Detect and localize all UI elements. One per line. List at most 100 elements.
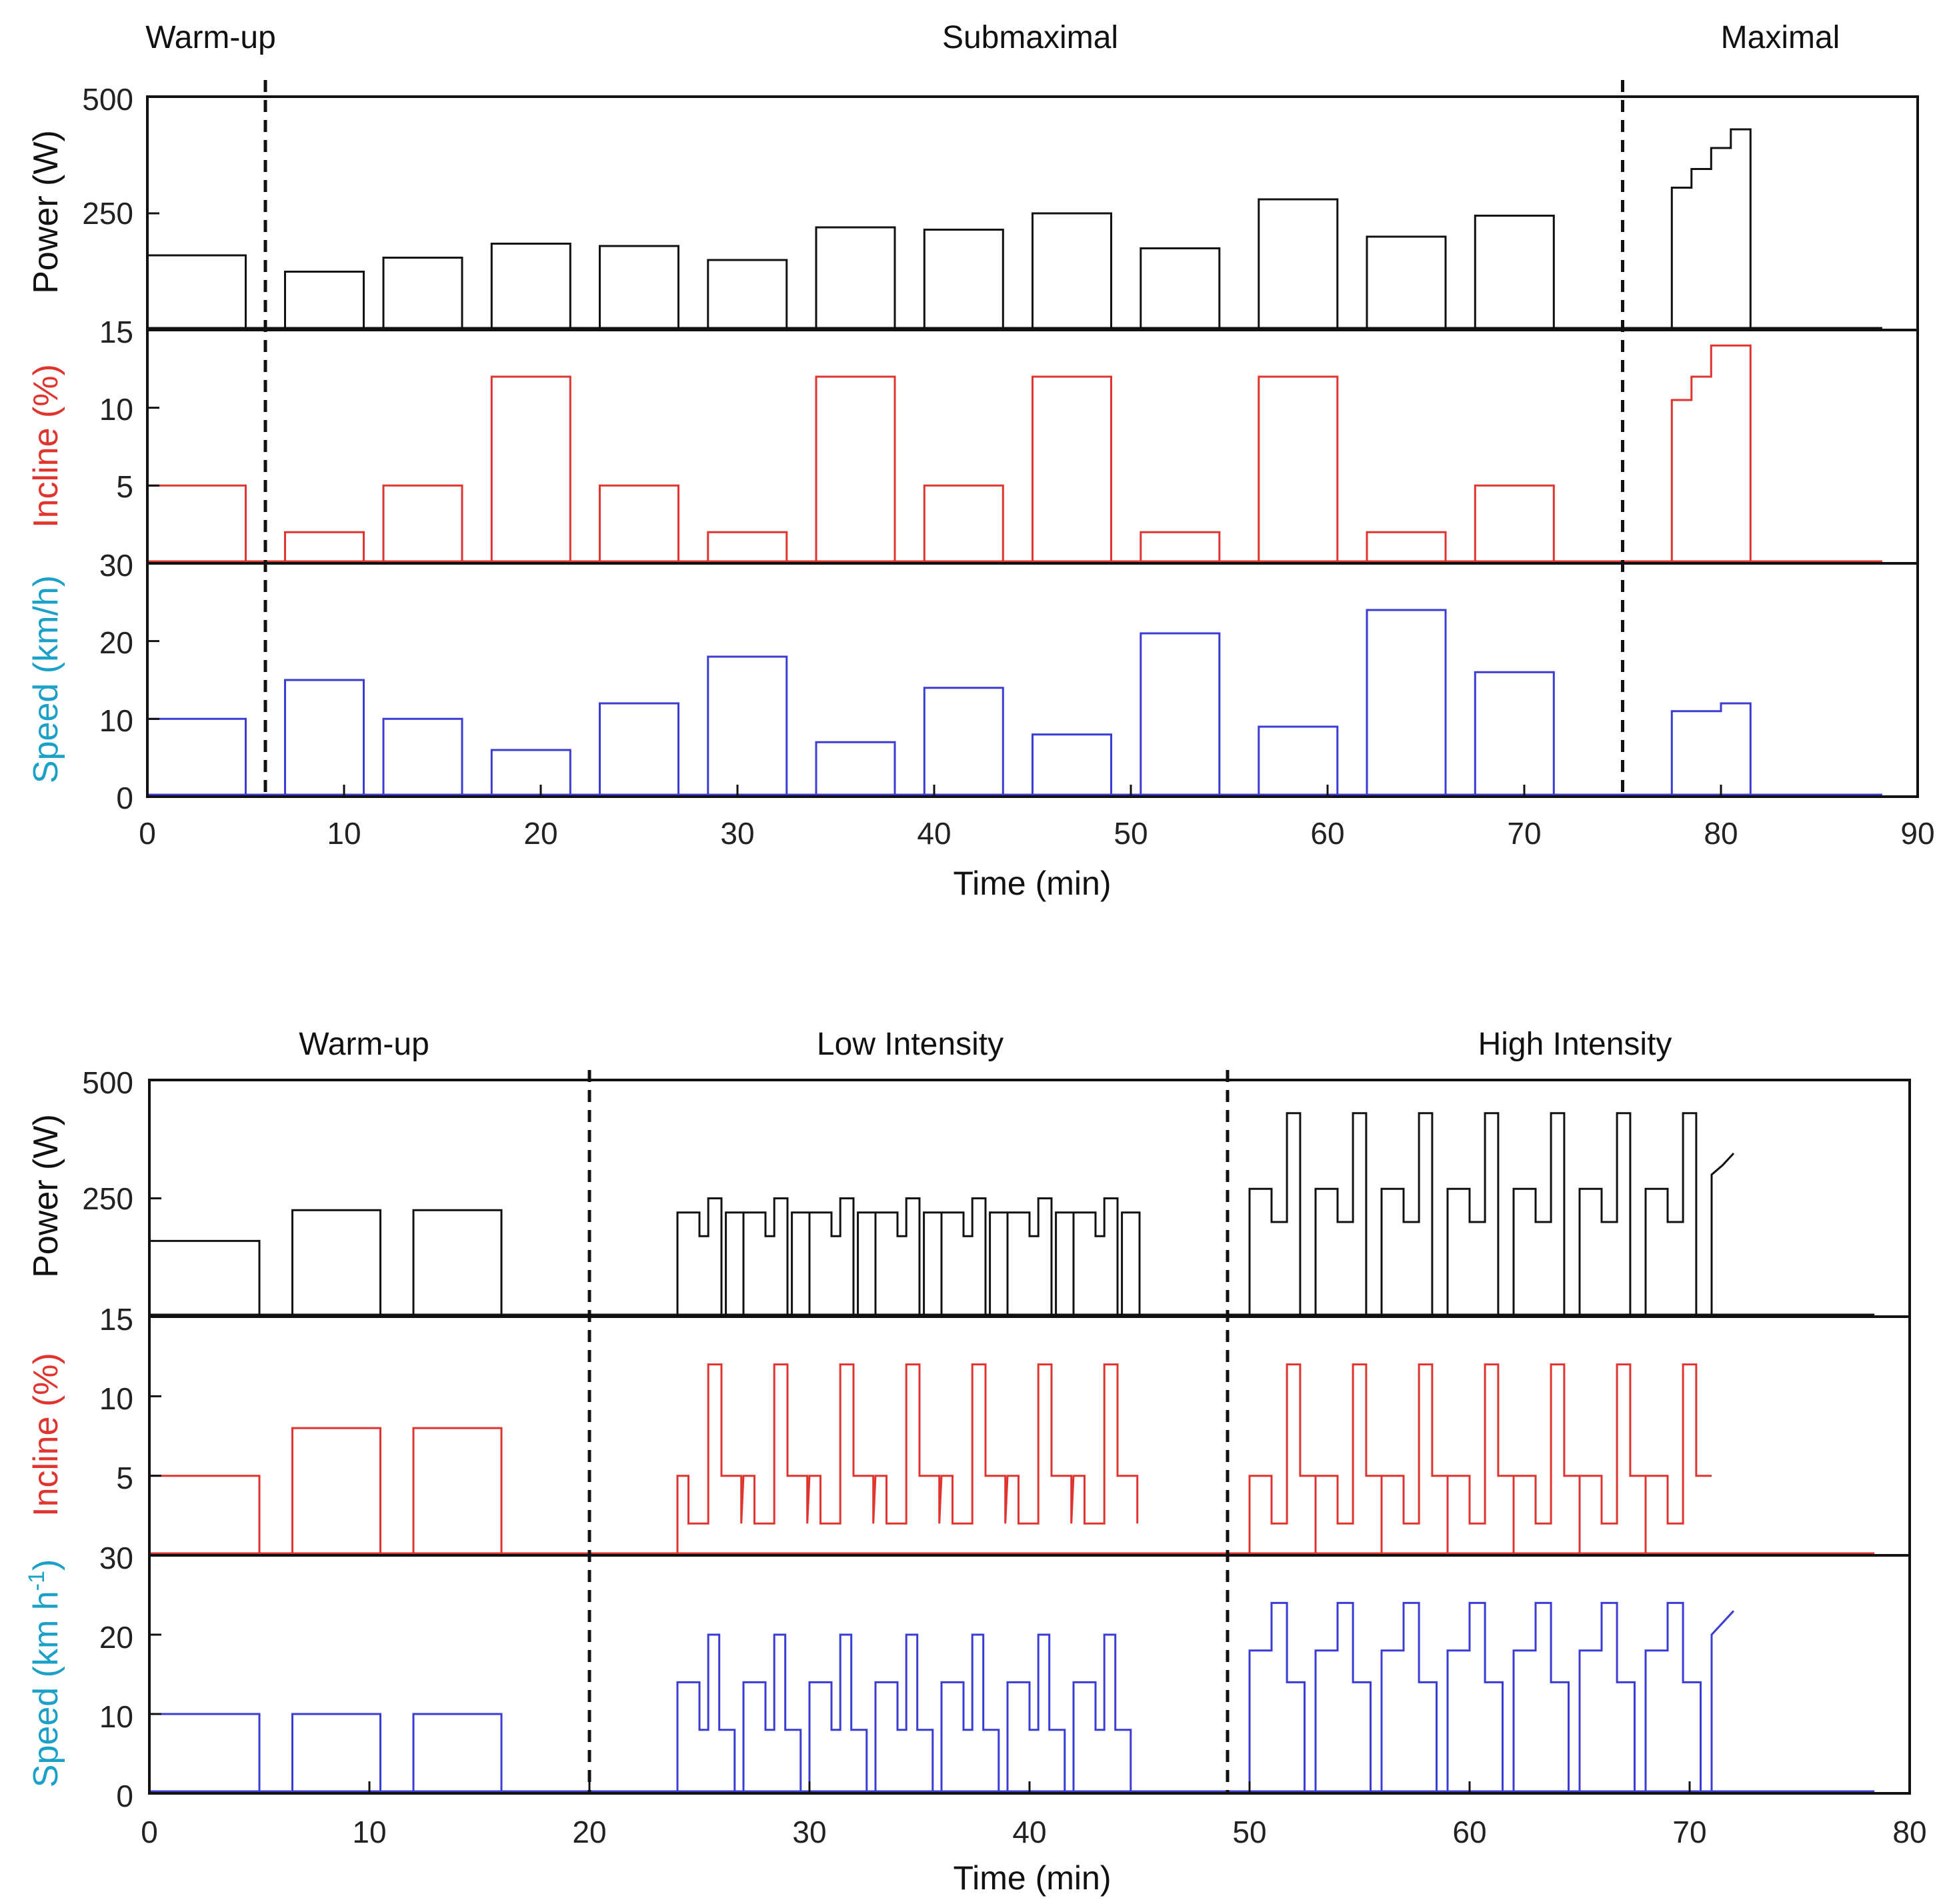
phase-label-high-intensity: High Intensity <box>1478 1027 1672 1062</box>
series-incline-seg-11 <box>1366 531 1447 563</box>
ytick-speed-0-1: 0 <box>116 781 133 815</box>
ytick-incline-15-1: 15 <box>99 315 133 349</box>
series-power-seg-9 <box>1140 247 1221 330</box>
ytick-power-500-2: 500 <box>82 1065 133 1100</box>
series-incline-seg-7 <box>923 484 1004 563</box>
series-speed-seg-7 <box>923 687 1004 797</box>
series-power-seg-2 <box>412 1209 503 1317</box>
series-speed-seg-2 <box>412 1713 503 1793</box>
series-incline-seg-13 <box>1670 344 1878 565</box>
ytick-incline-5-2: 5 <box>116 1461 133 1495</box>
xtick-0-2: 0 <box>141 1815 158 1849</box>
ytick-speed-30-1: 30 <box>99 548 133 583</box>
series-incline-seg-8 <box>1032 375 1112 563</box>
series-speed-seg-3 <box>490 749 571 797</box>
series-incline-seg-10 <box>1258 375 1339 563</box>
ylabel-speed-2-sup: -1 <box>24 1571 49 1591</box>
series-speed-seg-6 <box>815 741 896 797</box>
series-power-seg-1 <box>291 1209 381 1317</box>
series-power-seg-8 <box>1032 212 1112 330</box>
series-speed-seg-0 <box>146 717 247 797</box>
series-power-seg-10 <box>1258 198 1339 330</box>
xtick-10-1: 10 <box>327 816 361 851</box>
ylabel-speed-2: Speed (km h-1) <box>24 1559 65 1787</box>
ytick-speed-10-2: 10 <box>99 1699 133 1734</box>
chart-2-series <box>148 1112 1875 1795</box>
xtick-40-1: 40 <box>917 816 951 851</box>
ytick-incline-10-2: 10 <box>99 1381 133 1416</box>
xtick-30-1: 30 <box>720 816 754 851</box>
ylabel-power-2: Power (W) <box>27 1114 65 1278</box>
series-speed-seg-9 <box>1140 632 1221 797</box>
series-incline-seg-12 <box>1474 484 1555 563</box>
ytick-power-500-1: 500 <box>82 82 133 117</box>
ylabel-power-1: Power (W) <box>27 130 65 294</box>
series-power-seg-13 <box>1670 128 1752 330</box>
series-speed-seg-4 <box>1248 1601 1712 1795</box>
series-incline-seg-2 <box>382 484 463 563</box>
series-speed-seg-4 <box>599 702 679 797</box>
xtick-0-1: 0 <box>139 816 156 851</box>
ytick-speed-30-2: 30 <box>99 1541 133 1575</box>
series-incline-seg-3 <box>490 375 571 563</box>
series-speed-seg-11 <box>1366 609 1447 797</box>
ytick-speed-0-2: 0 <box>116 1779 133 1813</box>
xtick-20-1: 20 <box>523 816 557 851</box>
series-incline-seg-0 <box>146 484 247 563</box>
series-incline-seg-9 <box>1140 531 1221 563</box>
series-power-seg-5 <box>707 259 788 330</box>
ylabel-speed-2-main: Speed (km h <box>27 1591 65 1787</box>
xtick-60-1: 60 <box>1310 816 1344 851</box>
xtick-80-1: 80 <box>1704 816 1738 851</box>
series-incline-seg-3 <box>676 1363 1139 1555</box>
xtick-20-2: 20 <box>572 1815 606 1849</box>
series-power-seg-0 <box>148 1239 261 1317</box>
series-speed-seg-1 <box>284 679 365 797</box>
xtick-70-2: 70 <box>1672 1815 1706 1849</box>
ytick-incline-5-1: 5 <box>116 469 133 504</box>
series-power-seg-3 <box>676 1197 1141 1318</box>
ytick-incline-15-2: 15 <box>99 1302 133 1337</box>
xtick-30-2: 30 <box>792 1815 826 1849</box>
series-incline-seg-6 <box>815 375 896 563</box>
series-power-seg-1 <box>284 271 365 330</box>
phase-label-warmup-2: Warm-up <box>299 1027 429 1062</box>
ylabel-speed-1: Speed (km/h) <box>27 575 65 783</box>
series-incline-seg-4 <box>599 484 679 563</box>
xtick-70-1: 70 <box>1507 816 1541 851</box>
ytick-incline-10-1: 10 <box>99 392 133 427</box>
series-speed-seg-5 <box>707 655 788 797</box>
series-incline-seg-5 <box>707 531 788 563</box>
series-speed-seg-1 <box>291 1713 381 1793</box>
ytick-power-250-1: 250 <box>82 196 133 231</box>
xlabel-2: Time (min) <box>953 1859 1111 1897</box>
ytick-speed-20-2: 20 <box>99 1620 133 1655</box>
xtick-50-1: 50 <box>1114 816 1148 851</box>
series-speed-seg-2 <box>382 717 463 797</box>
ytick-speed-10-1: 10 <box>99 703 133 738</box>
ylabel-speed-2-end: ) <box>27 1559 65 1571</box>
xtick-80-2: 80 <box>1892 1815 1926 1849</box>
phase-label-maximal: Maximal <box>1721 20 1840 55</box>
series-incline-seg-1 <box>284 531 365 563</box>
ylabel-incline-1: Incline (%) <box>27 364 65 528</box>
xlabel-1: Time (min) <box>953 865 1111 902</box>
series-incline-seg-2 <box>412 1427 503 1555</box>
chart-2-axes <box>148 1070 1911 1795</box>
ylabel-incline-2: Incline (%) <box>27 1353 65 1517</box>
series-speed-seg-0 <box>148 1713 261 1793</box>
series-incline-seg-0 <box>148 1475 261 1555</box>
series-speed-seg-3 <box>676 1633 1132 1795</box>
panel-frame-speed <box>146 562 1919 798</box>
xtick-60-2: 60 <box>1452 1815 1486 1849</box>
series-power-seg-4 <box>1248 1112 1712 1318</box>
series-power-seg-7 <box>923 229 1004 330</box>
series-incline-seg-1 <box>291 1427 381 1555</box>
series-power-seg-2 <box>382 257 463 330</box>
series-speed-seg-12 <box>1474 671 1555 797</box>
series-power-seg-12 <box>1474 215 1555 330</box>
series-power-seg-3 <box>490 243 571 330</box>
chart-1: Warm-up Submaximal Maximal Power (W) Inc… <box>27 20 1935 902</box>
ytick-speed-20-1: 20 <box>99 625 133 660</box>
